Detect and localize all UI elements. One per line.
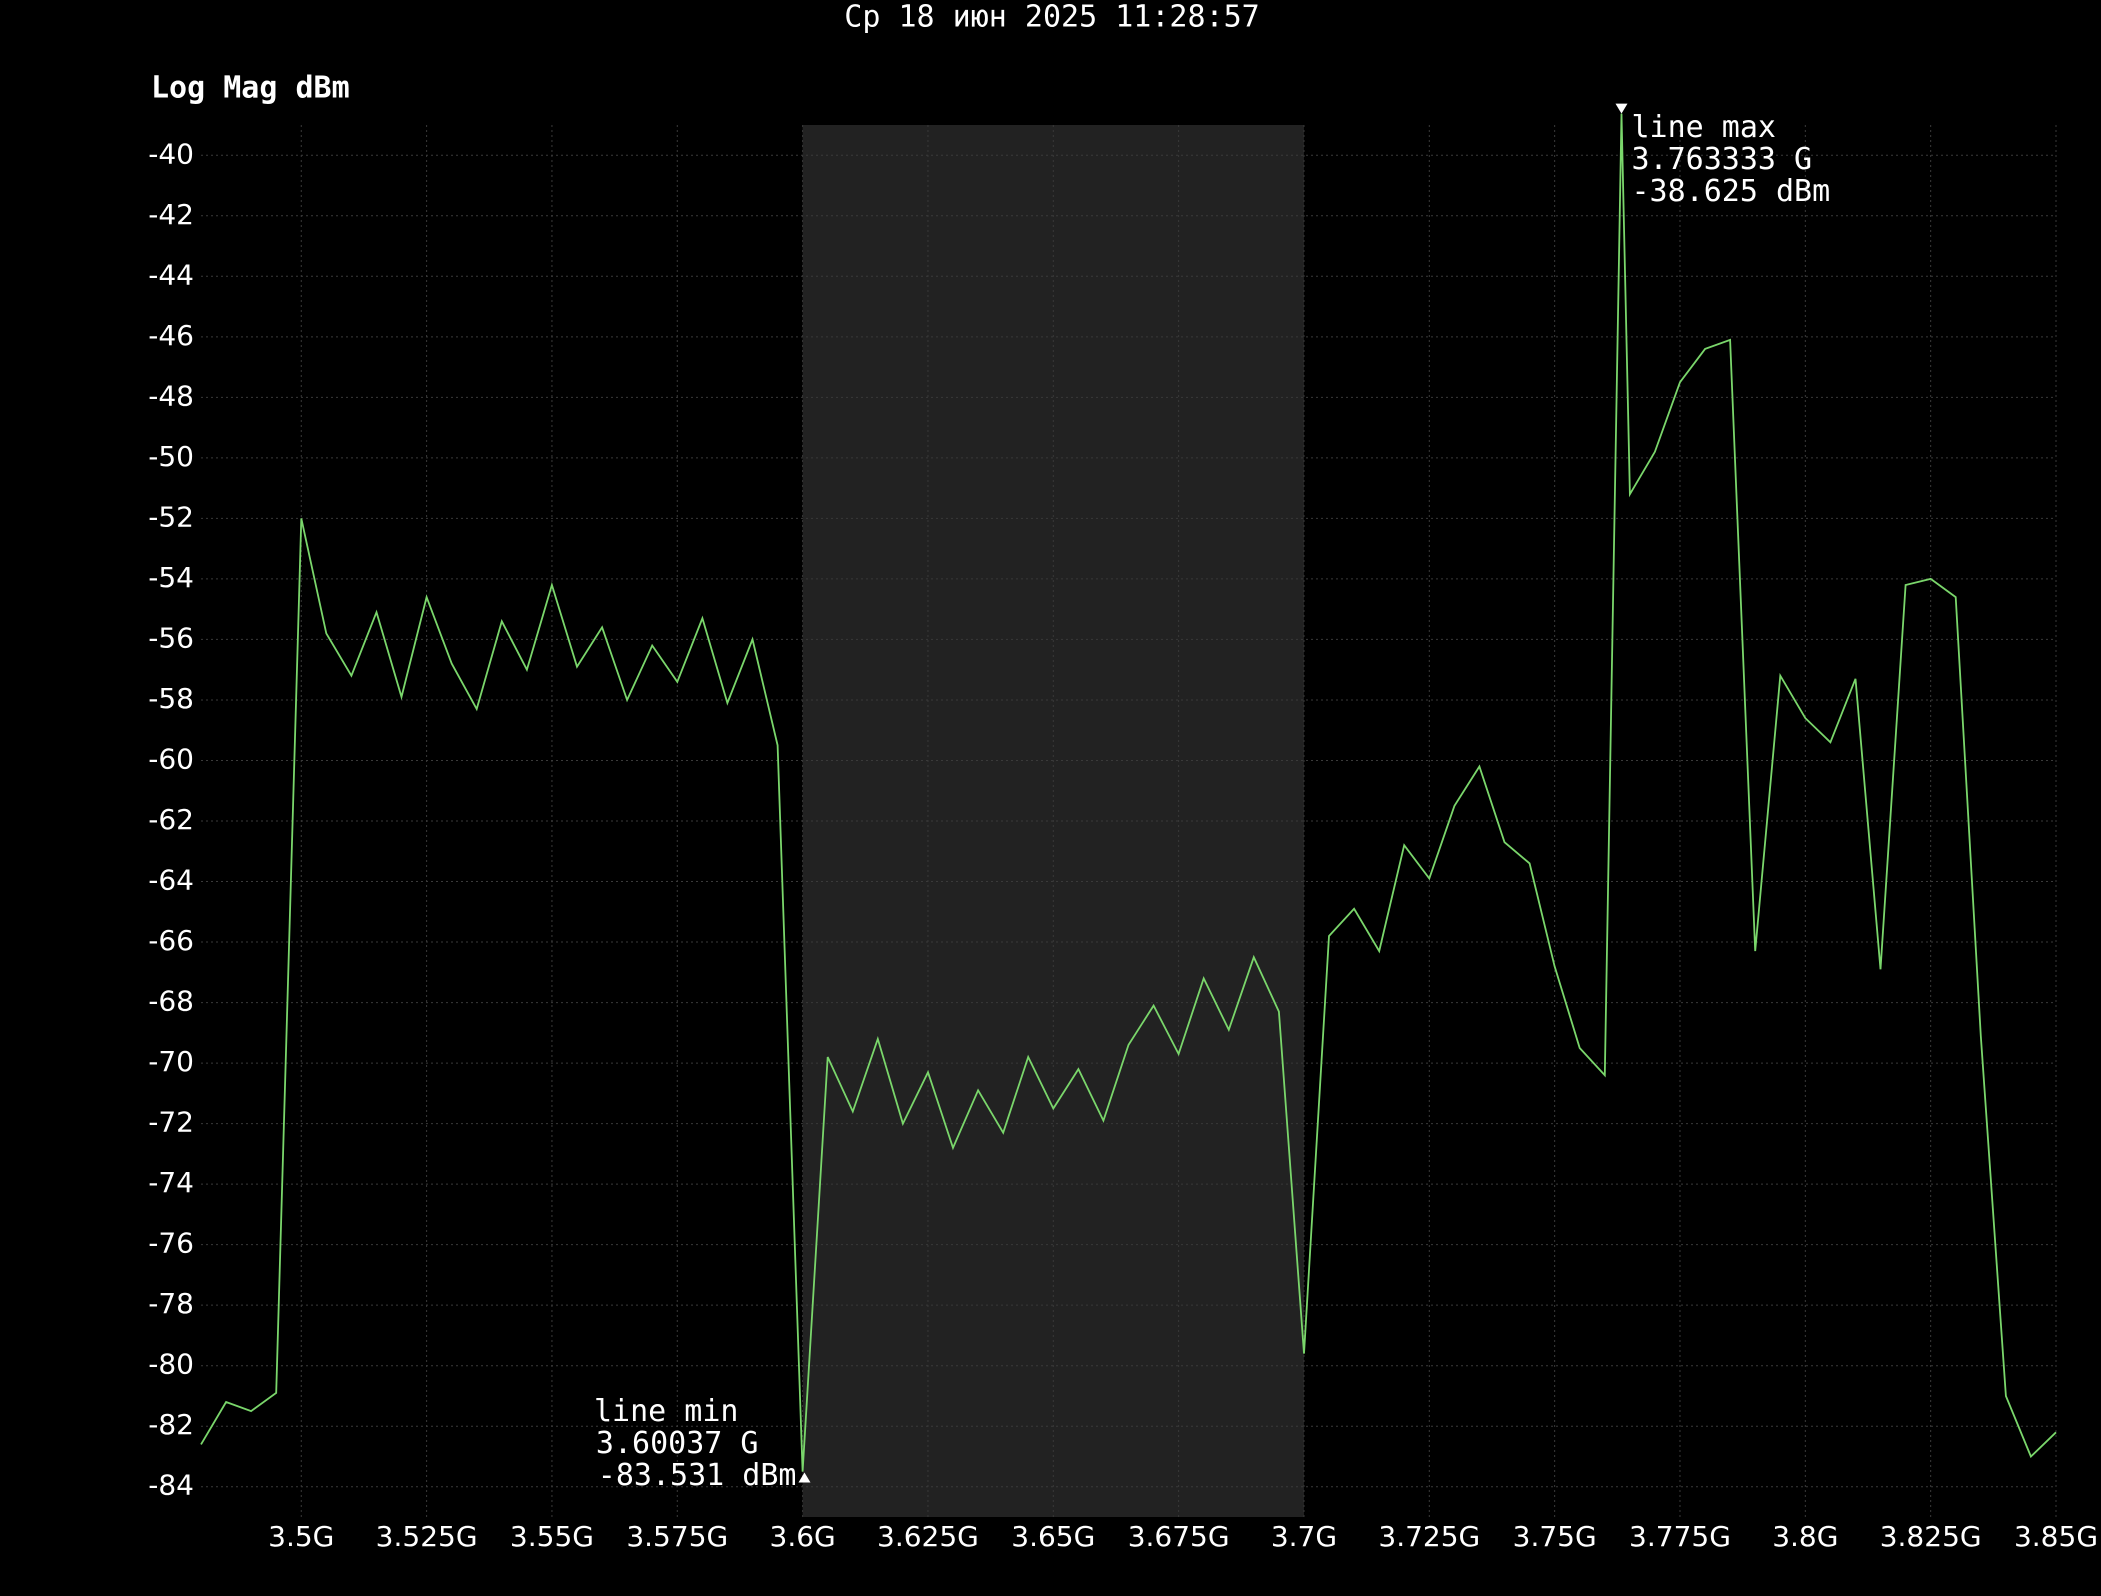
marker-x: 3.60037 G <box>596 1426 759 1461</box>
y-tick-label: -58 <box>148 682 194 715</box>
y-tick-label: -74 <box>148 1166 194 1199</box>
y-tick-label: -52 <box>148 500 194 533</box>
x-tick-label: 3.8G <box>1772 1520 1838 1553</box>
x-tick-label: 3.65G <box>1011 1520 1095 1553</box>
y-tick-label: -68 <box>148 985 194 1018</box>
marker-y: -83.531 dBm <box>598 1458 797 1493</box>
marker-label: line min <box>594 1394 739 1429</box>
y-tick-label: -60 <box>148 742 194 775</box>
y-tick-label: -40 <box>148 137 194 170</box>
marker-x: 3.763333 G <box>1631 142 1812 177</box>
y-tick-label: -50 <box>148 440 194 473</box>
y-tick-label: -44 <box>148 258 194 291</box>
y-tick-label: -80 <box>148 1348 194 1381</box>
x-tick-label: 3.725G <box>1378 1520 1480 1553</box>
y-tick-label: -48 <box>148 379 194 412</box>
y-tick-label: -62 <box>148 803 194 836</box>
x-tick-label: 3.7G <box>1271 1520 1337 1553</box>
marker-label: line max <box>1631 110 1776 145</box>
x-tick-label: 3.75G <box>1513 1520 1597 1553</box>
y-tick-label: -64 <box>148 864 194 897</box>
y-tick-label: -78 <box>148 1287 194 1320</box>
chart-title: Ср 18 июн 2025 11:28:57 <box>844 0 1259 35</box>
marker <box>1615 103 1628 114</box>
x-tick-label: 3.825G <box>1880 1520 1982 1553</box>
y-axis-label: Log Mag dBm <box>151 71 350 106</box>
marker <box>798 1472 811 1483</box>
x-tick-label: 3.6G <box>770 1520 836 1553</box>
y-tick-label: -46 <box>148 319 194 352</box>
x-tick-label: 3.675G <box>1128 1520 1230 1553</box>
y-tick-label: -76 <box>148 1227 194 1260</box>
y-tick-label: -54 <box>148 561 194 594</box>
x-tick-label: 3.525G <box>376 1520 478 1553</box>
y-tick-label: -56 <box>148 621 194 654</box>
y-tick-label: -82 <box>148 1408 194 1441</box>
trace-line <box>200 113 2057 1472</box>
x-tick-label: 3.575G <box>626 1520 728 1553</box>
y-tick-label: -84 <box>148 1469 194 1502</box>
x-tick-label: 3.775G <box>1629 1520 1731 1553</box>
marker-y: -38.625 dBm <box>1631 174 1830 209</box>
y-tick-label: -42 <box>148 198 194 231</box>
x-tick-label: 3.625G <box>877 1520 979 1553</box>
y-tick-label: -72 <box>148 1106 194 1139</box>
x-tick-label: 3.55G <box>510 1520 594 1553</box>
y-tick-label: -66 <box>148 924 194 957</box>
x-tick-label: 3.5G <box>268 1520 334 1553</box>
x-tick-label: 3.85G <box>2014 1520 2098 1553</box>
y-tick-label: -70 <box>148 1045 194 1078</box>
